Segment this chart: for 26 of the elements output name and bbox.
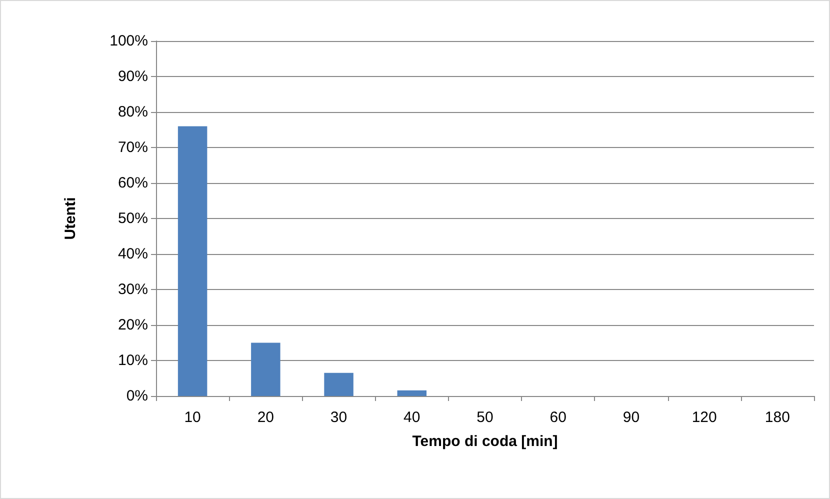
y-tick-label: 50% [118, 210, 148, 227]
bar [397, 390, 427, 396]
y-tick-label: 80% [118, 104, 148, 120]
x-tick-label: 10 [184, 409, 201, 426]
y-tick-label: 10% [118, 352, 148, 369]
y-tick-label: 90% [118, 68, 148, 85]
x-tick-label: 40 [404, 409, 420, 426]
y-axis-title: Utenti [62, 197, 79, 240]
y-tick-label: 70% [118, 139, 148, 156]
x-tick-label: 30 [330, 409, 348, 426]
y-tick-label: 20% [118, 316, 148, 334]
y-tick-label: 30% [118, 281, 148, 298]
x-tick-label: 90 [622, 409, 640, 426]
y-tick-label: 100% [110, 32, 148, 50]
x-tick-label: 60 [550, 409, 566, 426]
y-tick-label: 60% [118, 174, 148, 192]
x-tick-label: 20 [257, 409, 274, 426]
bar [251, 342, 280, 396]
y-tick-label: 0% [126, 388, 148, 404]
x-tick-label: 50 [476, 409, 494, 426]
x-axis-title: Tempo di coda [min] [412, 433, 558, 450]
y-tick-label: 40% [118, 246, 148, 262]
bar [324, 372, 354, 396]
bar [178, 126, 208, 396]
x-tick-label: 120 [692, 409, 717, 426]
x-tick-label: 180 [764, 409, 790, 426]
